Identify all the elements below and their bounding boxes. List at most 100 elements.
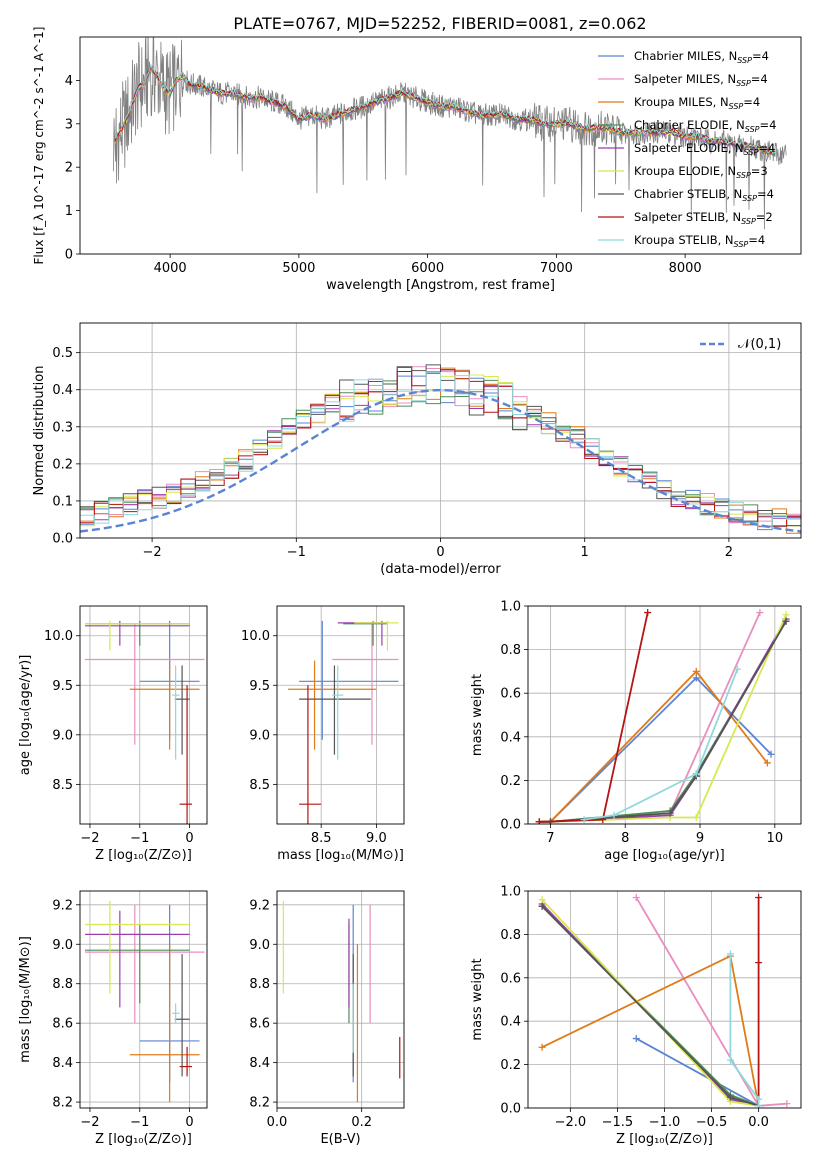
errorbar-kroupa-elodie [84,900,190,994]
series-line [539,612,761,823]
legend-label: Kroupa ELODIE, NSSP=3 [634,164,768,180]
legend-label: Chabrier ELODIE, NSSP=4 [634,118,776,134]
plot-area [277,606,404,824]
data-point [692,813,700,821]
data-point [726,1056,734,1064]
y-tick-label: 8.4 [249,1056,270,1071]
y-tick-label: 9.0 [249,728,270,743]
series-line [541,905,759,1107]
y-tick-label: 8.2 [52,1096,73,1111]
y-tick-label: 10.0 [241,629,270,644]
series-line [541,905,759,1107]
data-point [783,1100,791,1108]
y-tick-label: 3 [65,117,73,132]
panel-weight-vs-Z: −2.0 −1.5 −1.0 −0.5 0.0 0.0 0.2 0.4 0.6 0.8 1.0 Z [… [470,885,802,1147]
histogram-salpeter-stelib [80,369,801,527]
data-point [755,894,763,902]
plot-area [528,606,801,824]
plot-area [80,323,801,538]
errorbar-kroupa-stelib [172,1003,180,1024]
plot-area [277,891,404,1108]
series-salpeter-elodie [535,615,790,824]
x-tick-label: −2.0 [555,1115,587,1130]
errorbar-salpeter-stelib [299,685,322,824]
x-axis-label: Z [log₁₀(Z/Z⊙)] [95,1132,192,1147]
data-point [535,818,543,824]
errorbar-salpeter-miles [84,904,205,1024]
x-tick-label: 0.2 [351,1115,372,1130]
panel-mass-vs-EBV: 0.0 0.2 8.2 8.4 8.6 8.8 9.0 9.2 E(B-V) [249,890,405,1147]
x-tick-label: 5000 [282,261,315,276]
data-point [755,1095,763,1103]
series-chabrier-stelib [538,902,763,1108]
data-point [644,609,652,617]
y-tick-label: 0.4 [500,730,521,745]
data-point [580,816,588,824]
legend-label: Chabrier STELIB, NSSP=4 [634,187,774,203]
x-tick-label: −1.5 [602,1115,634,1130]
data-point [733,665,741,673]
x-tick-label: 7000 [540,261,573,276]
legend-label: Salpeter MILES, NSSP=4 [634,72,768,88]
errorbar-kroupa-miles [129,660,200,750]
x-tick-label: 10 [767,831,784,846]
histogram-chabrier-stelib [80,364,801,527]
y-axis-label: mass weight [470,958,485,1040]
axes-frame [527,605,802,825]
x-tick-label: −1.0 [649,1115,681,1130]
x-tick-label: 0 [185,831,193,846]
legend-label: Salpeter STELIB, NSSP=2 [634,210,773,226]
y-tick-label: 9.0 [52,938,73,953]
data-point [610,811,618,819]
panel-mass-vs-Z: −2 −1 0 8.2 8.4 8.6 8.8 9.0 9.2 Z [log₁₀(Z/Z⊙)] ma… [18,890,208,1147]
x-axis-label: mass [log₁₀(M/M⊙)] [277,848,404,863]
x-tick-label: 8.5 [311,831,332,846]
data-point [692,667,700,675]
y-tick-label: 2 [65,161,73,176]
x-tick-label: −2 [80,831,99,846]
series-chabrier-miles [632,1035,763,1108]
axes-frame [79,605,208,825]
data-point [666,809,674,817]
y-tick-label: 9.0 [249,938,270,953]
y-tick-label: 10.0 [44,629,73,644]
y-tick-label: 9.5 [249,679,270,694]
series-line [539,670,769,823]
data-point [632,894,640,902]
x-tick-label: −1 [130,831,149,846]
y-tick-label: 1.0 [500,885,521,900]
legend-label: Kroupa STELIB, NSSP=4 [634,233,765,249]
y-axis-label: mass weight [470,674,485,756]
data-point [538,896,546,904]
axes-frame [276,605,405,825]
errorbar-salpeter-miles [332,623,399,745]
data-point [538,1043,546,1051]
y-tick-label: 0.8 [500,643,521,658]
plot-area [80,891,207,1108]
series-kroupa-elodie [538,896,763,1108]
series-kroupa-stelib [580,665,741,824]
x-tick-label: 2 [725,545,733,560]
y-tick-label: 0.0 [500,1102,521,1117]
y-tick-label: 8.6 [52,1017,73,1032]
y-tick-label: 8.5 [249,778,270,793]
panel-age-vs-Z: −2 −1 0 8.5 9.0 9.5 10.0 Z [log₁₀(Z/Z⊙)] age [lo… [18,605,208,863]
y-tick-label: 1.0 [500,600,521,615]
observed-spectrum [113,37,787,230]
y-tick-label: 9.5 [52,679,73,694]
y-tick-label: 0.6 [500,971,521,986]
x-tick-label: 0.0 [267,1115,288,1130]
data-point [782,611,790,619]
histogram-kroupa-stelib [80,372,801,535]
data-point [755,959,763,967]
errorbar-kroupa-stelib [332,665,344,760]
x-axis-label: (data-model)/error [380,562,501,577]
series-salpeter-stelib [755,894,763,1108]
model-line-kroupa-stelib [114,64,776,155]
errorbar-chabrier-elodie [84,620,190,646]
x-tick-label: 6000 [411,261,444,276]
series-line [539,676,772,823]
y-tick-label: 0.1 [52,494,73,509]
data-point [755,1102,763,1108]
errorbar-chabrier-elodie [343,620,388,646]
